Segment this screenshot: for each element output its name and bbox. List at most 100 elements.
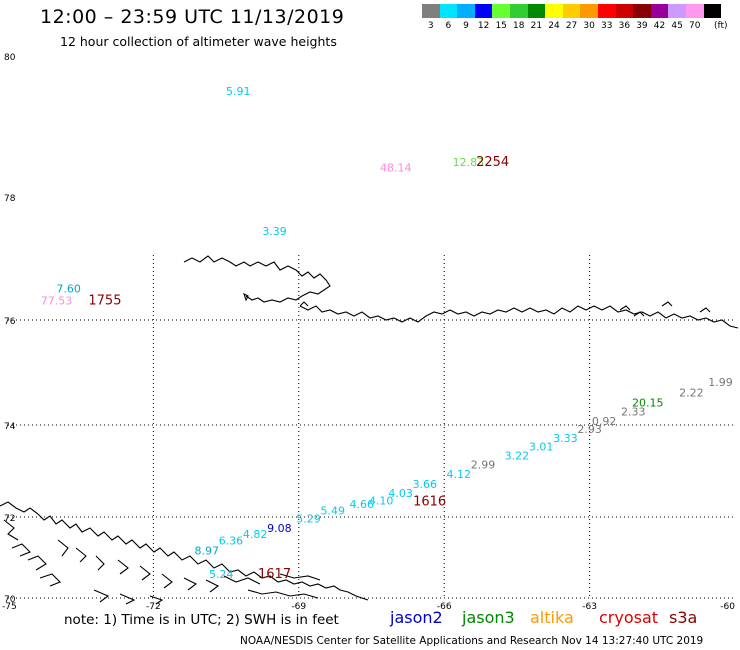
swh-value: 5.29 [296,512,321,525]
swh-value: 2.33 [621,406,646,419]
footer-note: note: 1) Time is in UTC; 2) SWH is in fe… [64,612,339,628]
footer-credit: NOAA/NESDIS Center for Satellite Applica… [240,635,704,647]
greenland-islands [243,292,711,317]
lon-label: -60 [720,602,735,612]
swh-value: 2.99 [471,459,496,472]
scale-swatch [545,4,563,18]
scale-swatch [650,4,669,18]
scale-bin-label: 3 [427,21,434,31]
scale-bin: 18 [509,4,528,31]
scale-bin-label: 36 [618,21,631,31]
scale-swatch [615,4,634,18]
scale-bin-label: 12 [477,21,490,31]
scale-bin-label: 33 [601,21,613,31]
swh-value: 7.60 [56,282,81,295]
pass-time: 1616 [413,495,446,510]
swh-value: 8.97 [194,544,219,557]
swh-value: 77.53 [41,295,73,308]
pass-time: 2254 [476,155,509,170]
swh-value: 3.39 [262,225,287,238]
swh-value: 5.91 [226,85,251,98]
lat-label: 78 [4,194,16,204]
scale-swatch [685,4,704,18]
scale-swatch [597,4,616,18]
scale-swatch [439,4,458,18]
lon-label: -66 [437,602,452,612]
scale-bin: 27 [562,4,581,31]
scale-bin: 6 [439,4,458,31]
scale-swatch [474,4,493,18]
swh-value: 2.93 [577,423,602,436]
scale-bin-label: 45 [671,21,683,31]
swh-value: 4.12 [446,468,471,481]
scale-bin: 39 [633,4,651,31]
swh-value: 9.08 [267,522,292,535]
scale-bin-label: 70 [688,21,701,31]
swh-value: 5.49 [320,505,345,518]
scale-bin-label: 30 [583,21,595,31]
scale-swatch [457,4,475,18]
scale-bin: 12 [474,4,493,31]
scale-bin-label: 21 [530,21,543,31]
scale-bin-label: 9 [463,21,469,31]
scale-swatch [527,4,546,18]
baffin-island-coastline [0,501,369,601]
swh-value: 4.82 [243,528,268,541]
scale-bin: 24 [545,4,563,31]
scale-bin-label: 18 [513,21,525,31]
legend-s3a: s3a [669,608,698,627]
axis-labels: 80 78 76 74 72 70-75 -72 -69 -66 -63 -60 [2,53,735,612]
swh-value: 4.03 [388,487,413,500]
lat-label: 70 [4,595,16,605]
lat-label: 74 [4,422,16,432]
scale-bin: 36 [615,4,634,31]
swh-value: 3.33 [553,432,578,445]
baffin-fjords [3,519,321,605]
swh-value: 0.92 [592,415,617,428]
scale-bin: 33 [597,4,616,31]
coastlines [0,255,739,605]
swh-value: 12.83 [453,156,485,169]
scale-bin-label: 42 [653,21,666,31]
scale-unit-label: (ft) [714,21,728,31]
scale-swatch [668,4,686,18]
scale-swatch [492,4,510,18]
swh-value: 6.36 [219,535,244,548]
swh-value: 48.14 [380,162,412,175]
scale-bin: 9 [457,4,475,31]
pass-time-labels: 2254 1755 1616 1617 [88,155,509,582]
lon-label: -75 [2,602,17,612]
scale-bin: 21 [527,4,546,31]
swh-value: 4.66 [350,498,375,511]
swh-value: 2.22 [679,387,704,400]
lon-label: -63 [582,602,597,612]
swh-value: 3.66 [413,478,438,491]
scale-bin: 42 [650,4,669,31]
page-subtitle: 12 hour collection of altimeter wave hei… [60,34,337,49]
swh-value: 3.01 [529,440,554,453]
pass-time: 1617 [258,567,291,582]
scale-bin: 15 [492,4,510,31]
lat-label: 80 [4,53,16,63]
lon-label: -72 [146,602,161,612]
legend-jason2: jason2 [390,608,443,627]
scale-bin-label: 39 [636,21,648,31]
scale-swatch [422,4,440,18]
scale-swatch [509,4,528,18]
legend-cryosat: cryosat [599,608,659,627]
lat-label: 72 [4,514,15,524]
scale-swatch [562,4,581,18]
scale-bin: 30 [580,4,598,31]
lon-label: -69 [291,602,306,612]
scale-swatch [580,4,598,18]
pass-time: 1755 [88,294,121,309]
scale-bin-label: 27 [565,21,578,31]
swh-color-scale: 3 6 9 12 15 18 21 24 27 30 33 36 39 42 45 70 [422,4,722,31]
swh-value: 20.15 [632,397,664,410]
scale-bin: 70 [685,4,704,31]
legend-altika: altika [530,608,574,627]
swh-value: 3.22 [505,450,530,463]
scale-swatch [633,4,651,18]
